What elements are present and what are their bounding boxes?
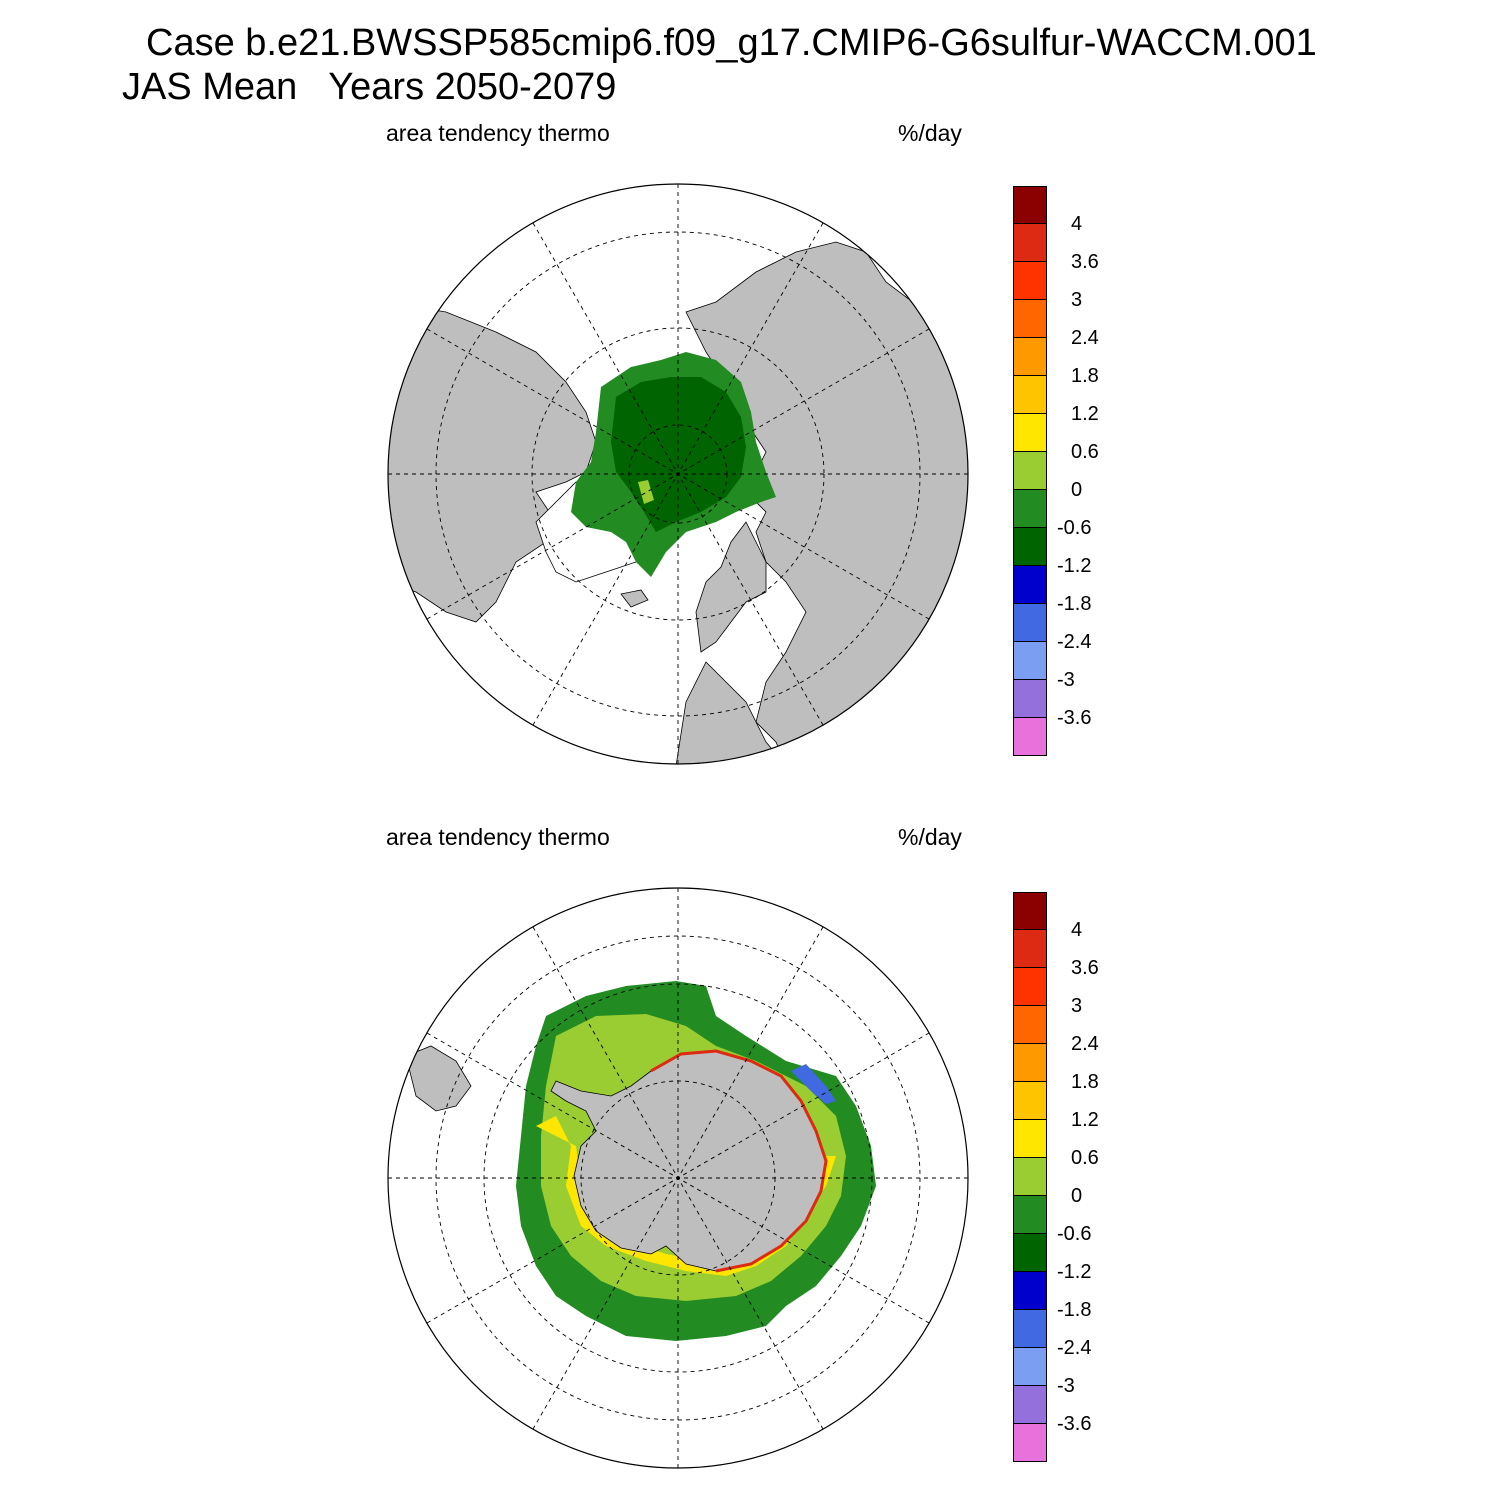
north-colorbar-segment (1013, 718, 1047, 756)
north-variable-label: area tendency thermo (386, 120, 610, 146)
figure-title-season: JAS Mean Years 2050-2079 (122, 66, 617, 108)
north-colorbar-label: -3 (1057, 669, 1075, 691)
south-colorbar-segment (1013, 968, 1047, 1006)
south-colorbar-label: -3 (1057, 1375, 1075, 1397)
south-colorbar-segment (1013, 1424, 1047, 1462)
south-colorbar-segment (1013, 1082, 1047, 1120)
south-colorbar-segment (1013, 1120, 1047, 1158)
south-colorbar-label: 3 (1071, 995, 1083, 1017)
south-colorbar-label: -1.2 (1057, 1261, 1092, 1283)
south-colorbar-segment (1013, 1272, 1047, 1310)
north-colorbar-segment (1013, 566, 1047, 604)
north-colorbar-label: -0.6 (1057, 517, 1092, 539)
north-colorbar-label: 0.6 (1071, 441, 1099, 463)
south-colorbar-segment (1013, 930, 1047, 968)
south-colorbar-label: 2.4 (1071, 1033, 1099, 1055)
north-colorbar-segment (1013, 604, 1047, 642)
north-colorbar-label: 3 (1071, 289, 1083, 311)
south-colorbar-segment (1013, 1310, 1047, 1348)
north-colorbar-label: -2.4 (1057, 631, 1092, 653)
south-colorbar-label: 1.8 (1071, 1071, 1099, 1093)
south-ice-coastal-red (650, 1049, 828, 1273)
north-colorbar-label: 0 (1071, 479, 1083, 501)
south-polar-map (387, 887, 969, 1469)
south-colorbar-label: -1.8 (1057, 1299, 1092, 1321)
south-colorbar-label: 3.6 (1071, 957, 1099, 979)
south-colorbar-segment (1013, 892, 1047, 930)
north-colorbar-segment (1013, 186, 1047, 224)
south-colorbar-segment (1013, 1348, 1047, 1386)
north-colorbar-label: -1.2 (1057, 555, 1092, 577)
south-colorbar-segment (1013, 1158, 1047, 1196)
north-colorbar-segment (1013, 376, 1047, 414)
south-colorbar-segment (1013, 1234, 1047, 1272)
north-colorbar-segment (1013, 452, 1047, 490)
north-colorbar-segment (1013, 490, 1047, 528)
north-colorbar-segment (1013, 262, 1047, 300)
north-polar-map (387, 183, 969, 765)
south-colorbar-label: -2.4 (1057, 1337, 1092, 1359)
north-units-label: %/day (898, 120, 962, 146)
south-colorbar-segment (1013, 1044, 1047, 1082)
north-colorbar-segment (1013, 680, 1047, 718)
north-colorbar-frame (1013, 186, 1047, 756)
south-colorbar-segment (1013, 1386, 1047, 1424)
north-colorbar-label: 4 (1071, 213, 1083, 235)
north-colorbar: 4 3.6 3 2.4 1.8 1.2 0.6 0 -0.6 -1.2 -1.8 -2.4 -3 -3.6 (1013, 186, 1173, 758)
north-colorbar-segment (1013, 642, 1047, 680)
north-colorbar-segment (1013, 338, 1047, 376)
south-colorbar-label: 1.2 (1071, 1109, 1099, 1131)
south-colorbar-segment (1013, 1006, 1047, 1044)
south-colorbar-label: 4 (1071, 919, 1083, 941)
south-ice-blue-patch (791, 1064, 836, 1104)
south-colorbar-label: 0.6 (1071, 1147, 1099, 1169)
north-colorbar-label: 2.4 (1071, 327, 1099, 349)
south-colorbar-label: 0 (1071, 1185, 1083, 1207)
north-colorbar-segment (1013, 300, 1047, 338)
south-colorbar-label: -0.6 (1057, 1223, 1092, 1245)
north-colorbar-label: -3.6 (1057, 707, 1092, 729)
south-land-south-america (405, 1045, 472, 1112)
south-units-label: %/day (898, 824, 962, 850)
north-colorbar-label: -1.8 (1057, 593, 1092, 615)
north-colorbar-label: 1.8 (1071, 365, 1099, 387)
north-land-asia (685, 241, 968, 764)
south-variable-label: area tendency thermo (386, 824, 610, 850)
north-land-iceland (620, 589, 649, 608)
north-colorbar-segment (1013, 528, 1047, 566)
figure-title-case: Case b.e21.BWSSP585cmip6.f09_g17.CMIP6-G… (146, 22, 1317, 64)
north-colorbar-segment (1013, 414, 1047, 452)
south-colorbar-label: -3.6 (1057, 1413, 1092, 1435)
north-ice-near-zero (638, 480, 654, 504)
south-colorbar: 4 3.6 3 2.4 1.8 1.2 0.6 0 -0.6 -1.2 -1.8 -2.4 -3 -3.6 (1013, 892, 1173, 1464)
south-colorbar-frame (1013, 892, 1047, 1462)
north-colorbar-label: 1.2 (1071, 403, 1099, 425)
north-colorbar-segment (1013, 224, 1047, 262)
south-colorbar-segment (1013, 1196, 1047, 1234)
north-colorbar-label: 3.6 (1071, 251, 1099, 273)
